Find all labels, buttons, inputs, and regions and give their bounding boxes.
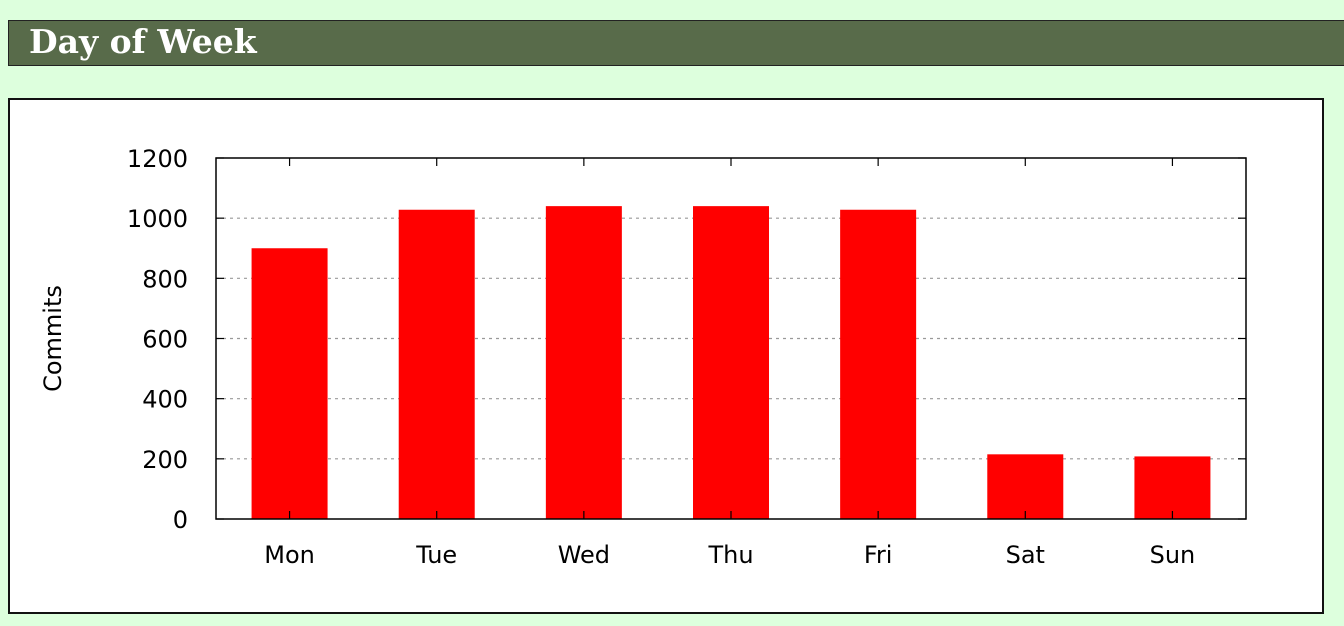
- x-tick-label: Sun: [1150, 541, 1196, 569]
- section-header: Day of Week: [8, 20, 1344, 66]
- y-tick-label: 1000: [127, 205, 188, 233]
- bar-sat: [987, 454, 1064, 519]
- bar-thu: [693, 206, 769, 519]
- bar-fri: [840, 209, 917, 519]
- bar-tue: [398, 209, 475, 519]
- x-tick-labels: Mon Tue Wed Thu Fri Sat Sun: [264, 541, 1195, 569]
- bar-chart: 0 200 400 600 800 1000 1200 Mon Tue Wed Thu Fri Sat…: [39, 145, 1247, 569]
- axis-ticks: [216, 157, 1246, 520]
- x-tick-label: Tue: [415, 541, 457, 569]
- section-title: Day of Week: [29, 22, 257, 61]
- y-tick-labels: 0 200 400 600 800 1000 1200: [127, 145, 188, 534]
- x-tick-label: Mon: [264, 541, 315, 569]
- x-tick-label: Sat: [1006, 541, 1045, 569]
- x-tick-label: Wed: [558, 541, 610, 569]
- bar-mon: [251, 248, 328, 519]
- x-tick-label: Thu: [707, 541, 753, 569]
- bar-wed: [545, 206, 622, 519]
- bar-sun: [1134, 456, 1211, 519]
- y-tick-label: 0: [173, 506, 188, 534]
- chart-frame: 0 200 400 600 800 1000 1200 Mon Tue Wed Thu Fri Sat…: [8, 98, 1324, 614]
- y-tick-label: 1200: [127, 145, 188, 173]
- y-axis-label: Commits: [39, 285, 67, 392]
- bars: [251, 206, 1211, 519]
- y-tick-label: 800: [142, 265, 188, 293]
- y-tick-label: 400: [142, 386, 188, 414]
- x-tick-label: Fri: [864, 541, 893, 569]
- y-tick-label: 600: [142, 326, 188, 354]
- y-tick-label: 200: [142, 446, 188, 474]
